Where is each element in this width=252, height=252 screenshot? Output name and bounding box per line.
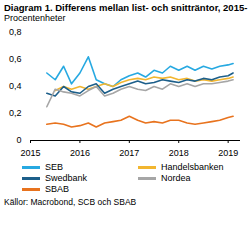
- html-text:Handelsbanken: Handelsbanken: [161, 162, 224, 172]
- svg-text:0,6: 0,6: [9, 54, 22, 64]
- html-text:Swedbank: Swedbank: [45, 173, 87, 183]
- svg-text:2016: 2016: [70, 148, 90, 158]
- html-text:Procentenheter: Procentenheter: [4, 13, 66, 23]
- svg-text:0,2: 0,2: [9, 108, 22, 118]
- svg-text:2019: 2019: [218, 148, 238, 158]
- svg-text:0,4: 0,4: [9, 81, 22, 91]
- html-text:Nordea: Nordea: [161, 173, 191, 183]
- html-text:Källor: Macrobond, SCB och SBA: Källor: Macrobond, SCB och SBAB: [4, 197, 137, 207]
- svg-text:2017: 2017: [119, 148, 139, 158]
- html-text:Diagram 1. Differens mellan li: Diagram 1. Differens mellan list- och sn…: [4, 2, 248, 13]
- svg-text:2015: 2015: [20, 148, 40, 158]
- svg-text:0: 0: [16, 135, 21, 145]
- html-text:SBAB: SBAB: [45, 184, 69, 194]
- html-text:SEB: SEB: [45, 162, 63, 172]
- svg-text:0,8: 0,8: [9, 27, 22, 37]
- svg-text:2018: 2018: [169, 148, 189, 158]
